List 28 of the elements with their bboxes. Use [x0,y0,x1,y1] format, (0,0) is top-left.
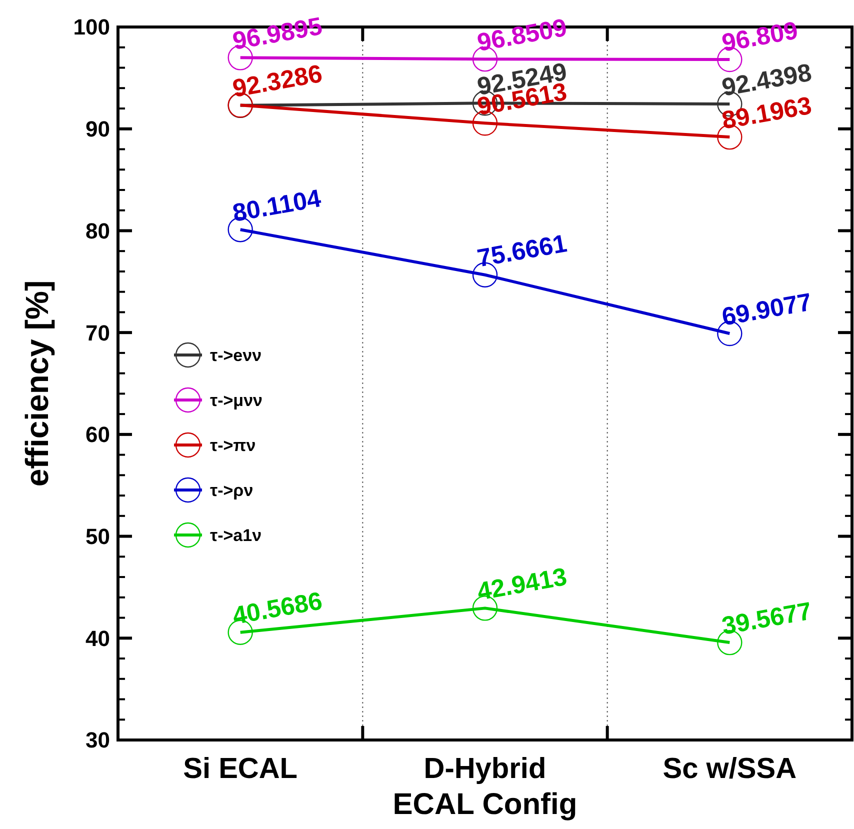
data-label: 40.5686 [230,586,324,630]
y-tick-label: 90 [86,116,110,142]
legend-label: τ->a1ν [210,526,262,545]
data-label: 96.9895 [230,12,324,56]
x-axis-title: ECAL Config [392,788,578,821]
data-label: 42.9413 [475,562,570,606]
x-tick-label: Sc w/SSA [662,753,797,785]
data-label: 96.809 [720,16,800,58]
y-tick-label: 70 [86,320,110,346]
data-label: 69.9077 [720,288,814,332]
legend-label: τ->ρν [210,480,254,500]
x-tick-label: D-Hybrid [424,753,546,785]
legend-label: τ->πν [210,436,256,455]
data-label: 92.3286 [230,60,324,104]
y-tick-label: 50 [86,524,110,549]
y-tick-label: 30 [86,728,110,753]
y-tick-label: 40 [86,626,110,651]
legend-label: τ->μνν [210,390,262,410]
x-tick-label: Si ECAL [183,753,298,785]
y-tick-label: 80 [86,218,110,244]
y-tick-label: 60 [86,422,110,448]
y-tick-label: 100 [73,14,110,40]
data-label: 80.1104 [230,184,324,228]
y-axis-title: efficiency [%] [19,280,55,487]
data-label: 75.6661 [475,229,570,273]
data-label: 96.8509 [475,14,570,57]
data-label: 39.5677 [720,597,814,640]
legend-label: τ->eνν [210,346,262,365]
